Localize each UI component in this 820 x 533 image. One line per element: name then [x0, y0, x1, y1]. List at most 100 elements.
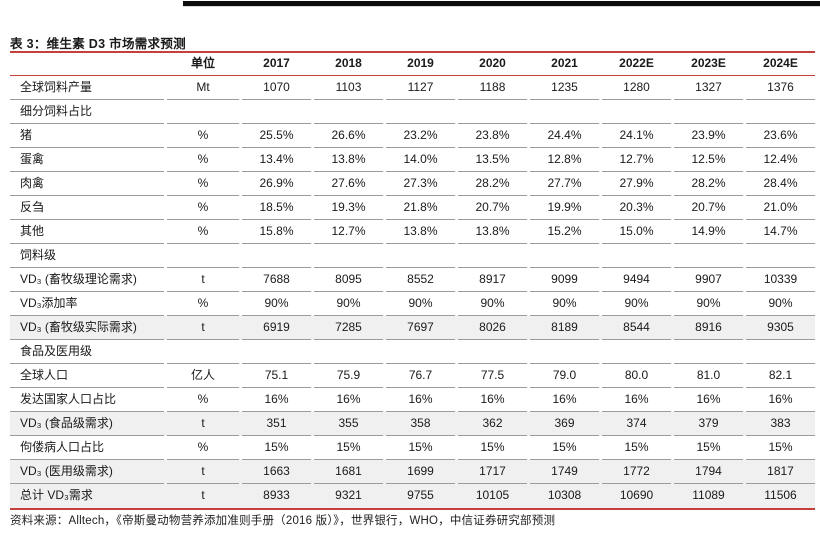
- row-value-cell: 9907: [674, 268, 743, 292]
- row-value-cell: 13.5%: [458, 148, 527, 172]
- row-value-cell: [458, 100, 527, 124]
- row-value-cell: 1794: [674, 460, 743, 484]
- row-value-cell: [674, 340, 743, 364]
- row-value-cell: 355: [314, 412, 383, 436]
- row-value-cell: 383: [746, 412, 815, 436]
- row-value-cell: 23.8%: [458, 124, 527, 148]
- row-unit-cell: 亿人: [167, 364, 239, 388]
- header-year-cell: 2024E: [763, 55, 798, 70]
- row-value-cell: 1188: [458, 76, 527, 100]
- page-header-divider-bar: [183, 1, 820, 7]
- row-value-cell: 24.4%: [530, 124, 599, 148]
- row-value-cell: 374: [602, 412, 671, 436]
- row-value-cell: 12.5%: [674, 148, 743, 172]
- row-value-cell: 26.6%: [314, 124, 383, 148]
- row-value-cell: 1681: [314, 460, 383, 484]
- row-value-cell: 14.7%: [746, 220, 815, 244]
- row-value-cell: 20.7%: [674, 196, 743, 220]
- row-value-cell: [530, 340, 599, 364]
- row-value-cell: 15.0%: [602, 220, 671, 244]
- row-unit-cell: %: [167, 436, 239, 460]
- row-value-cell: 14.9%: [674, 220, 743, 244]
- row-value-cell: [746, 340, 815, 364]
- row-label-cell: VD₃ (畜牧级实际需求): [10, 316, 164, 340]
- row-value-cell: 9305: [746, 316, 815, 340]
- row-value-cell: [746, 244, 815, 268]
- row-value-cell: 28.4%: [746, 172, 815, 196]
- row-value-cell: 23.9%: [674, 124, 743, 148]
- row-unit-cell: t: [201, 488, 205, 502]
- header-year-cell: 2020: [479, 55, 506, 70]
- row-value-cell: 26.9%: [242, 172, 311, 196]
- row-value-cell: 18.5%: [242, 196, 311, 220]
- row-value-cell: [746, 100, 815, 124]
- row-value-cell: 81.0: [674, 364, 743, 388]
- row-value-cell: 1070: [242, 76, 311, 100]
- header-empty-cell: [10, 53, 164, 75]
- row-value-cell: 16%: [314, 388, 383, 412]
- row-value-cell: 15%: [674, 436, 743, 460]
- row-value-cell: 8189: [530, 316, 599, 340]
- table-title: 表 3：维生素 D3 市场需求预测: [10, 37, 186, 51]
- table-row: 反刍% 18.5% 19.3% 21.8% 20.7% 19.9% 20.3% 20.7% 21…: [10, 196, 815, 220]
- row-value-cell: [674, 100, 743, 124]
- row-value-cell: 27.6%: [314, 172, 383, 196]
- row-value-cell: 15%: [314, 436, 383, 460]
- row-label-cell: VD₃添加率: [10, 292, 164, 316]
- row-value-cell: 8095: [314, 268, 383, 292]
- table-top-rule: [10, 51, 815, 53]
- row-value-cell: [602, 100, 671, 124]
- row-label-cell: 其他: [10, 220, 164, 244]
- row-value-cell: 12.8%: [530, 148, 599, 172]
- row-value-cell: 8917: [458, 268, 527, 292]
- row-value-cell: 7688: [242, 268, 311, 292]
- row-value-cell: 13.8%: [314, 148, 383, 172]
- row-unit-cell: Mt: [167, 76, 239, 100]
- row-value-cell: 11506: [764, 488, 797, 502]
- row-value-cell: 379: [674, 412, 743, 436]
- section-row: 食品及医用级: [10, 340, 815, 364]
- row-value-cell: 13.4%: [242, 148, 311, 172]
- row-label-cell: 全球饲料产量: [10, 76, 164, 100]
- row-value-cell: 27.3%: [386, 172, 455, 196]
- row-value-cell: [602, 340, 671, 364]
- row-value-cell: 1749: [530, 460, 599, 484]
- table-row: 蛋禽% 13.4% 13.8% 14.0% 13.5% 12.8% 12.7% 12.5% 12…: [10, 148, 815, 172]
- row-value-cell: 10308: [547, 488, 582, 502]
- row-value-cell: 1127: [386, 76, 455, 100]
- table-row: 肉禽% 26.9% 27.6% 27.3% 28.2% 27.7% 27.9% 28.2% 28…: [10, 172, 815, 196]
- row-value-cell: 15%: [602, 436, 671, 460]
- row-value-cell: 75.1: [242, 364, 311, 388]
- table-body: 全球饲料产量 Mt 1070 1103 1127 1188 1235 1280 1327 1376…: [10, 76, 815, 508]
- row-value-cell: [386, 100, 455, 124]
- row-value-cell: 90%: [458, 292, 527, 316]
- row-value-cell: 15%: [386, 436, 455, 460]
- row-unit-cell: [167, 100, 239, 124]
- row-label-cell: VD₃ (畜牧级理论需求): [10, 268, 164, 292]
- row-value-cell: 20.7%: [458, 196, 527, 220]
- row-value-cell: 20.3%: [602, 196, 671, 220]
- row-unit-cell: %: [167, 124, 239, 148]
- table-row: VD₃添加率% 90% 90% 90% 90% 90% 90% 90% 90%: [10, 292, 815, 316]
- row-value-cell: [242, 100, 311, 124]
- row-value-cell: 27.7%: [530, 172, 599, 196]
- row-unit-cell: t: [167, 268, 239, 292]
- row-value-cell: 7697: [386, 316, 455, 340]
- row-value-cell: 23.2%: [386, 124, 455, 148]
- row-value-cell: 75.9: [314, 364, 383, 388]
- row-value-cell: 15%: [242, 436, 311, 460]
- header-year-cell: 2023E: [691, 55, 726, 70]
- table-row: 佝偻病人口占比% 15% 15% 15% 15% 15% 15% 15% 15%: [10, 436, 815, 460]
- row-value-cell: 16%: [458, 388, 527, 412]
- row-unit-cell: %: [167, 292, 239, 316]
- header-unit-cell: 单位: [190, 55, 215, 70]
- row-value-cell: 1103: [314, 76, 383, 100]
- row-value-cell: 1663: [242, 460, 311, 484]
- row-value-cell: 28.2%: [458, 172, 527, 196]
- row-label-cell: 细分饲料占比: [10, 100, 164, 124]
- row-unit-cell: t: [167, 412, 239, 436]
- row-value-cell: 16%: [530, 388, 599, 412]
- row-value-cell: 8552: [386, 268, 455, 292]
- row-value-cell: 15.2%: [530, 220, 599, 244]
- row-value-cell: 90%: [674, 292, 743, 316]
